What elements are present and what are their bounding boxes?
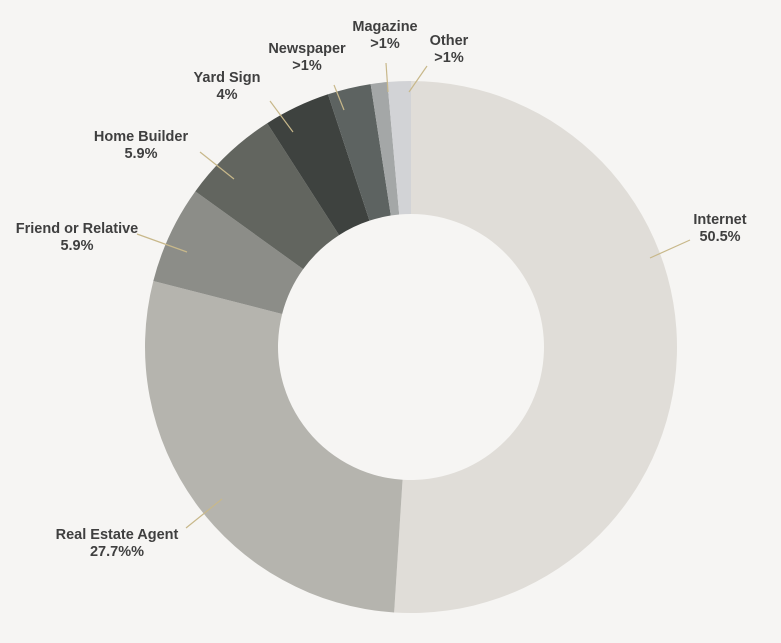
slice-label-value: 5.9% xyxy=(60,238,93,254)
slice-label-name: Yard Sign xyxy=(194,70,261,86)
slice-real-estate-agent xyxy=(144,281,403,613)
slice-home-builder xyxy=(195,123,340,270)
slice-label-value: 4% xyxy=(217,87,238,103)
slice-yard-sign xyxy=(267,94,370,236)
slices-layer xyxy=(144,81,677,613)
slice-label-value: 50.5% xyxy=(699,229,740,245)
slice-magazine xyxy=(370,82,400,216)
slice-newspaper xyxy=(327,84,391,221)
slice-label-name: Real Estate Agent xyxy=(56,527,179,543)
slice-label-name: Other xyxy=(430,33,469,49)
leader-line xyxy=(333,84,345,111)
slice-label-name: Home Builder xyxy=(94,129,189,145)
leader-line xyxy=(385,62,389,93)
slice-label-name: Internet xyxy=(693,212,746,228)
leader-line xyxy=(649,239,691,259)
slice-other xyxy=(387,81,411,215)
slice-label-name: Friend or Relative xyxy=(16,221,138,237)
leader-line xyxy=(185,498,223,529)
leader-line xyxy=(199,151,235,180)
slice-label-value: >1% xyxy=(434,50,464,66)
slice-label-value: 27.7%% xyxy=(90,544,144,560)
leader-line xyxy=(269,100,294,133)
slice-label-name: Magazine xyxy=(352,19,417,35)
slice-label-value: 5.9% xyxy=(124,146,157,162)
slice-label-value: >1% xyxy=(370,36,400,52)
slice-internet xyxy=(394,81,677,613)
leader-lines-layer xyxy=(136,62,691,529)
leader-line xyxy=(136,233,188,253)
slice-label-name: Newspaper xyxy=(268,41,346,57)
slice-label-value: >1% xyxy=(292,58,322,74)
leader-line xyxy=(408,65,428,93)
slice-friend-or-relative xyxy=(153,191,304,315)
